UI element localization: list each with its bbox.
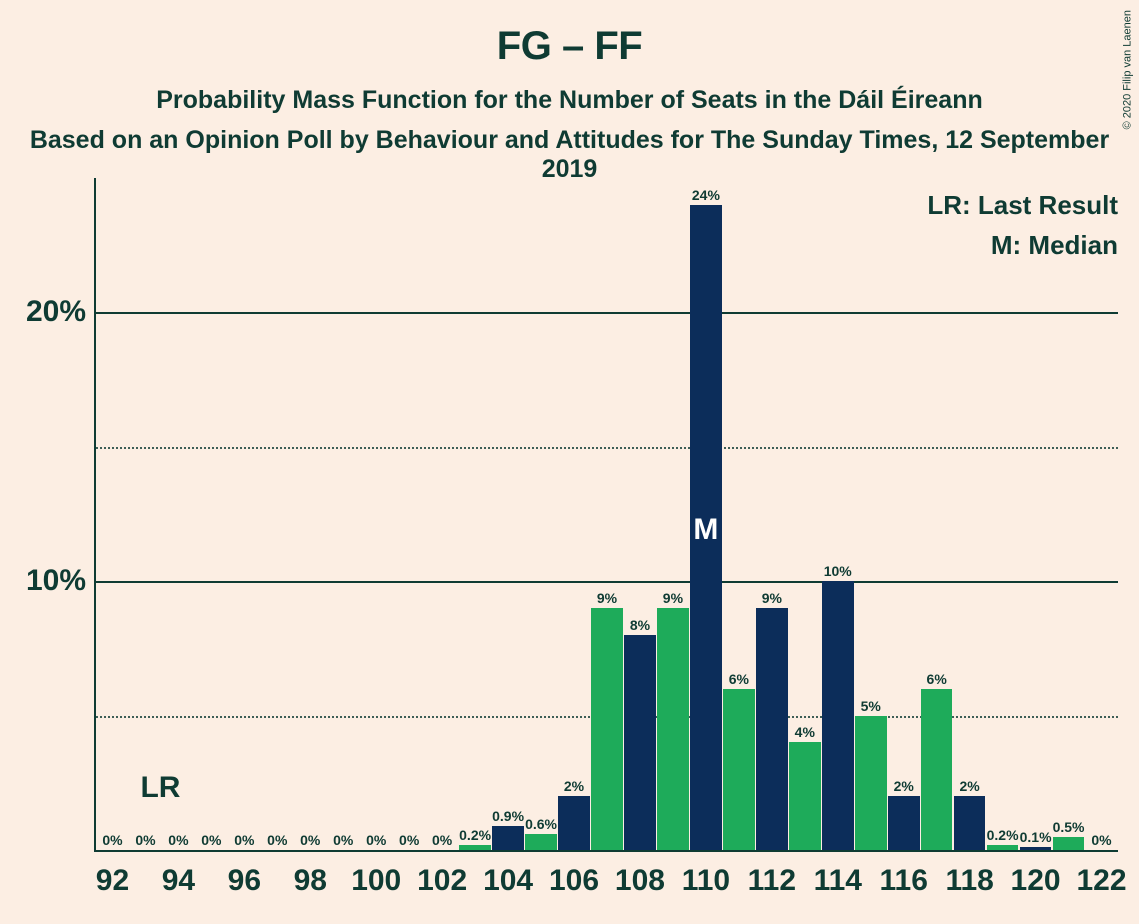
bar: 4% xyxy=(789,742,821,850)
bar: 5% xyxy=(855,716,887,850)
bar: 2% xyxy=(888,796,920,850)
bar-value-label: 0% xyxy=(234,832,254,850)
bar: 6% xyxy=(921,689,953,850)
x-tick-label: 108 xyxy=(615,850,665,898)
legend-lr: LR: Last Result xyxy=(927,190,1118,221)
bar-value-label: 0% xyxy=(300,832,320,850)
bar: 6% xyxy=(723,689,755,850)
chart-subtitle-1: Probability Mass Function for the Number… xyxy=(0,86,1139,115)
x-tick-label: 98 xyxy=(294,850,327,898)
bar-value-label: 0.9% xyxy=(492,808,524,826)
gridline-major xyxy=(96,312,1118,314)
gridline-major xyxy=(96,581,1118,583)
bar: 9% xyxy=(591,608,623,850)
x-tick-label: 120 xyxy=(1011,850,1061,898)
bar-value-label: 0% xyxy=(432,832,452,850)
bar-value-label: 0% xyxy=(201,832,221,850)
bar: 2% xyxy=(954,796,986,850)
x-tick-label: 100 xyxy=(351,850,401,898)
x-tick-label: 104 xyxy=(483,850,533,898)
gridline-minor xyxy=(96,447,1118,449)
bar-value-label: 8% xyxy=(630,617,650,635)
bar-value-label: 9% xyxy=(597,590,617,608)
bar: 0.2% xyxy=(987,845,1019,850)
chart-title: FG – FF xyxy=(0,24,1139,69)
bar-value-label: 2% xyxy=(894,778,914,796)
y-axis xyxy=(94,178,96,852)
x-tick-label: 118 xyxy=(945,850,993,898)
x-tick-label: 96 xyxy=(228,850,261,898)
bar-value-label: 0% xyxy=(333,832,353,850)
copyright-text: © 2020 Filip van Laenen xyxy=(1121,10,1133,129)
bar-value-label: 5% xyxy=(861,698,881,716)
bar-value-label: 2% xyxy=(564,778,584,796)
x-tick-label: 92 xyxy=(96,850,129,898)
bar-value-label: 24% xyxy=(692,187,720,205)
bar-value-label: 0% xyxy=(102,832,122,850)
bar: 9% xyxy=(657,608,689,850)
bar: 9% xyxy=(756,608,788,850)
chart-subtitle-2: Based on an Opinion Poll by Behaviour an… xyxy=(0,126,1139,184)
bar: 0.2% xyxy=(459,845,491,850)
bar: 8% xyxy=(624,635,656,850)
bar: 0.9% xyxy=(492,826,524,850)
bar-value-label: 0.1% xyxy=(1020,829,1052,847)
bar: 0.6% xyxy=(525,834,557,850)
bar-value-label: 0.5% xyxy=(1053,819,1085,837)
x-tick-label: 122 xyxy=(1076,850,1126,898)
bar-value-label: 4% xyxy=(795,724,815,742)
chart-plot-area: LR: Last Result M: Median 10%20%92949698… xyxy=(96,178,1118,850)
bar-value-label: 0% xyxy=(168,832,188,850)
bar-value-label: 0% xyxy=(366,832,386,850)
bar: 0.5% xyxy=(1053,837,1085,850)
median-marker: M xyxy=(693,513,718,547)
x-tick-label: 102 xyxy=(417,850,467,898)
bar-value-label: 0.2% xyxy=(459,827,491,845)
bar-value-label: 10% xyxy=(824,563,852,581)
x-tick-label: 114 xyxy=(814,850,862,898)
bar: 10% xyxy=(822,581,854,850)
bar-value-label: 0% xyxy=(399,832,419,850)
legend-m: M: Median xyxy=(991,230,1118,261)
bar-value-label: 0.2% xyxy=(987,827,1019,845)
bar: 24%M xyxy=(690,205,722,850)
bar-value-label: 2% xyxy=(960,778,980,796)
bar-value-label: 0% xyxy=(135,832,155,850)
y-tick-label: 20% xyxy=(26,295,96,329)
x-tick-label: 116 xyxy=(880,850,928,898)
bar-value-label: 6% xyxy=(927,671,947,689)
bar-value-label: 6% xyxy=(729,671,749,689)
bar-value-label: 0% xyxy=(267,832,287,850)
last-result-marker: LR xyxy=(140,771,180,805)
x-tick-label: 112 xyxy=(748,850,796,898)
x-tick-label: 110 xyxy=(682,850,730,898)
bar-value-label: 9% xyxy=(663,590,683,608)
bar-value-label: 0.6% xyxy=(525,816,557,834)
bar: 2% xyxy=(558,796,590,850)
y-tick-label: 10% xyxy=(26,564,96,598)
x-tick-label: 106 xyxy=(549,850,599,898)
bar-value-label: 0% xyxy=(1091,832,1111,850)
bar-value-label: 9% xyxy=(762,590,782,608)
bar: 0.1% xyxy=(1020,847,1052,850)
x-tick-label: 94 xyxy=(162,850,195,898)
